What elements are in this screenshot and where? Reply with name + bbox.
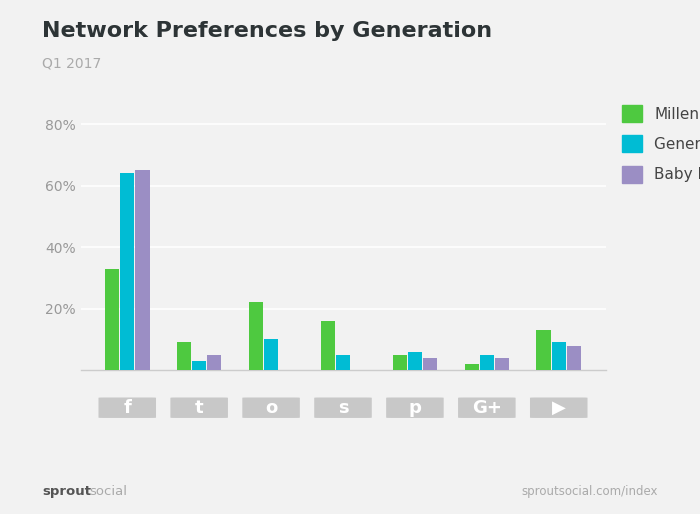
Bar bbox=[536, 330, 551, 370]
FancyBboxPatch shape bbox=[99, 397, 156, 418]
Bar bbox=[465, 364, 479, 370]
Text: o: o bbox=[265, 399, 277, 417]
Bar bbox=[423, 358, 438, 370]
Text: p: p bbox=[409, 399, 421, 417]
Bar bbox=[177, 342, 191, 370]
Bar bbox=[105, 269, 119, 370]
FancyBboxPatch shape bbox=[242, 397, 300, 418]
Text: Network Preferences by Generation: Network Preferences by Generation bbox=[42, 21, 492, 41]
FancyBboxPatch shape bbox=[386, 397, 444, 418]
Bar bbox=[552, 342, 566, 370]
Text: Q1 2017: Q1 2017 bbox=[42, 57, 102, 70]
FancyBboxPatch shape bbox=[530, 397, 587, 418]
Bar bbox=[567, 345, 581, 370]
Bar bbox=[407, 352, 422, 370]
Text: G+: G+ bbox=[472, 399, 502, 417]
FancyBboxPatch shape bbox=[170, 397, 228, 418]
Text: t: t bbox=[195, 399, 204, 417]
Text: s: s bbox=[337, 399, 349, 417]
Legend: Millennials, Generation X, Baby Boomers: Millennials, Generation X, Baby Boomers bbox=[622, 105, 700, 182]
Bar bbox=[248, 303, 263, 370]
Bar bbox=[135, 170, 150, 370]
Bar bbox=[120, 173, 134, 370]
Text: ▶: ▶ bbox=[552, 399, 566, 417]
FancyBboxPatch shape bbox=[458, 397, 516, 418]
Bar bbox=[264, 339, 279, 370]
Bar bbox=[321, 321, 335, 370]
Bar bbox=[207, 355, 221, 370]
Text: sprout: sprout bbox=[42, 485, 91, 498]
Bar bbox=[192, 361, 206, 370]
Text: social: social bbox=[90, 485, 127, 498]
Bar bbox=[480, 355, 494, 370]
Text: sproutsocial.com/index: sproutsocial.com/index bbox=[522, 485, 658, 498]
Text: f: f bbox=[123, 399, 131, 417]
Bar bbox=[393, 355, 407, 370]
Bar bbox=[495, 358, 509, 370]
Bar bbox=[336, 355, 350, 370]
FancyBboxPatch shape bbox=[314, 397, 372, 418]
